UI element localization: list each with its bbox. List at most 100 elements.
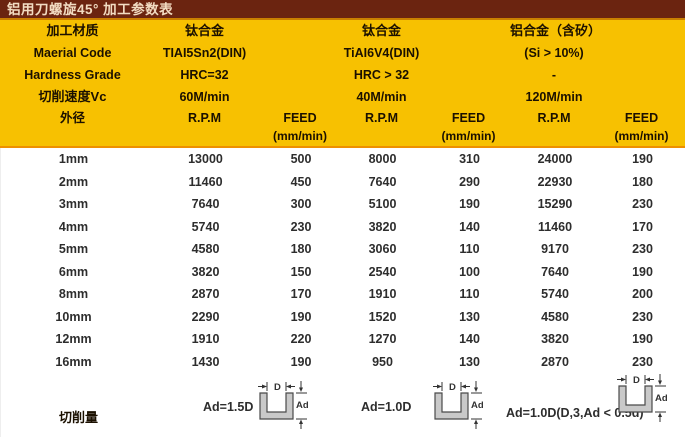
cutting-depth-label: 切削量 (59, 410, 99, 425)
spec-header-section: 加工材质 钛合金 钛合金 铝合金（含矽） Maerial Code TIAI5S… (0, 20, 685, 148)
col-header-feed: FEED (283, 111, 317, 125)
feed-cell: 310 (459, 152, 480, 166)
table-row: 10mm 2290 190 1520 130 4580 230 (1, 306, 685, 329)
rpm-cell: 7640 (191, 197, 220, 211)
feed-unit: (mm/min) (441, 129, 496, 143)
diameter-cell: 6mm (58, 264, 89, 279)
spacer-cell (264, 86, 336, 108)
ad-dimension-label: Ad (296, 400, 308, 411)
rpm-cell: 15290 (537, 197, 573, 211)
spacer-cell (510, 128, 598, 144)
rpm-cell: 7640 (368, 174, 397, 189)
feed-cell: 170 (290, 287, 312, 301)
arrow-left-icon (461, 384, 466, 389)
feed-cell: 180 (632, 174, 653, 189)
feed-cell: 170 (632, 219, 653, 234)
spec-row-material-code: Maerial Code TIAI5Sn2(DIN) TiAI6V4(DIN) … (0, 42, 685, 64)
feed-cell: 300 (290, 197, 312, 211)
u-channel-shape (434, 392, 469, 420)
rpm-cell: 8000 (368, 152, 397, 166)
rpm-cell: 13000 (188, 152, 223, 166)
rpm-cell: 9170 (541, 242, 569, 256)
rpm-cell: 5740 (541, 287, 569, 301)
feed-cell: 190 (632, 332, 653, 346)
cutting-speed-value: 120M/min (525, 90, 583, 104)
feed-cell: 190 (632, 152, 653, 166)
rpm-cell: 22930 (537, 174, 573, 189)
rpm-cell: 11460 (537, 219, 573, 234)
feed-cell: 230 (290, 219, 312, 234)
ad-dimension-label: Ad (471, 400, 483, 411)
diameter-cell: 8mm (58, 287, 89, 301)
feed-cell: 190 (459, 197, 480, 211)
feed-unit: (mm/min) (273, 129, 327, 143)
d-dimension-label: D (449, 382, 456, 393)
spacer-cell (427, 42, 510, 64)
col-header-diameter: 外径 (59, 111, 85, 125)
col-header-feed: FEED (451, 111, 486, 125)
cutting-speed-value: 60M/min (179, 90, 230, 104)
feed-cell: 150 (290, 264, 312, 279)
feed-cell: 450 (290, 174, 312, 189)
spec-label: Maerial Code (33, 46, 112, 60)
spec-label: Hardness Grade (24, 68, 121, 82)
spacer-cell (598, 64, 685, 86)
rpm-cell: 2870 (191, 287, 220, 301)
feed-cell: 230 (632, 242, 653, 256)
feed-cell: 110 (459, 242, 480, 256)
feed-cell: 220 (290, 332, 312, 346)
rpm-cell: 1270 (368, 332, 397, 346)
spec-label: 加工材质 (46, 23, 99, 38)
table-row: 12mm 1910 220 1270 140 3820 190 (1, 328, 685, 351)
spacer-cell (336, 128, 427, 144)
rpm-cell: 950 (372, 354, 393, 369)
col-header-feed: FEED (624, 111, 659, 125)
diameter-cell: 4mm (58, 219, 89, 234)
rpm-cell: 1430 (191, 354, 220, 369)
table-row: 3mm 7640 300 5100 190 15290 230 (1, 193, 685, 216)
feed-unit: (mm/min) (614, 129, 669, 143)
diameter-cell: 16mm (55, 354, 92, 369)
rpm-cell: 5740 (191, 219, 220, 234)
spec-row-materials: 加工材质 钛合金 钛合金 铝合金（含矽） (0, 20, 685, 42)
spacer-cell (427, 86, 510, 108)
spec-row-hardness: Hardness Grade HRC=32 HRC > 32 - (0, 64, 685, 86)
rpm-cell: 1520 (368, 309, 397, 324)
cutting-depth-formula: Ad=1.0D (361, 400, 412, 414)
spec-label: 切削速度Vc (38, 89, 107, 104)
feed-unit-row: (mm/min) (mm/min) (mm/min) (0, 128, 685, 144)
data-table-body: 1mm 13000 500 8000 310 24000 190 2mm 11460 450 764… (0, 148, 685, 373)
table-row: 6mm 3820 150 2540 100 7640 190 (1, 261, 685, 284)
feed-cell: 230 (632, 354, 653, 369)
diameter-cell: 5mm (58, 242, 89, 256)
feed-cell: 190 (632, 264, 653, 279)
arrow-right-icon (262, 384, 267, 389)
feed-cell: 140 (459, 332, 480, 346)
diameter-cell: 1mm (58, 152, 89, 166)
cutting-depth-section: 切削量 Ad=1.5D D Ad Ad=1.0D (0, 373, 685, 437)
d-dimension-label: D (633, 375, 640, 386)
material-name: 钛合金 (184, 23, 224, 38)
feed-cell: 140 (459, 219, 480, 234)
table-row: 2mm 11460 450 7640 290 22930 180 (1, 171, 685, 194)
table-row: 5mm 4580 180 3060 110 9170 230 (1, 238, 685, 261)
arrow-down-icon (299, 387, 303, 392)
feed-cell: 190 (290, 354, 312, 369)
hardness-value: - (551, 68, 557, 82)
rpm-cell: 11460 (188, 174, 223, 189)
cutting-depth-formula: Ad=1.0D(D,3,Ad < 0.5d) (506, 406, 644, 420)
groove-diagram: D Ad (258, 381, 308, 429)
feed-cell: 100 (459, 264, 480, 279)
material-code: TiAI6V4(DIN) (343, 46, 420, 60)
rpm-cell: 2290 (191, 309, 220, 324)
rpm-cell: 3820 (191, 264, 220, 279)
d-dimension-label: D (274, 382, 281, 393)
feed-cell: 290 (459, 174, 480, 189)
rpm-cell: 1910 (368, 287, 397, 301)
hardness-value: HRC > 32 (353, 68, 410, 82)
rpm-cell: 2540 (368, 264, 397, 279)
hardness-value: HRC=32 (180, 68, 229, 82)
arrow-up-icon (658, 412, 662, 417)
rpm-cell: 3820 (368, 219, 397, 234)
col-header-rpm: R.P.M (537, 111, 571, 125)
